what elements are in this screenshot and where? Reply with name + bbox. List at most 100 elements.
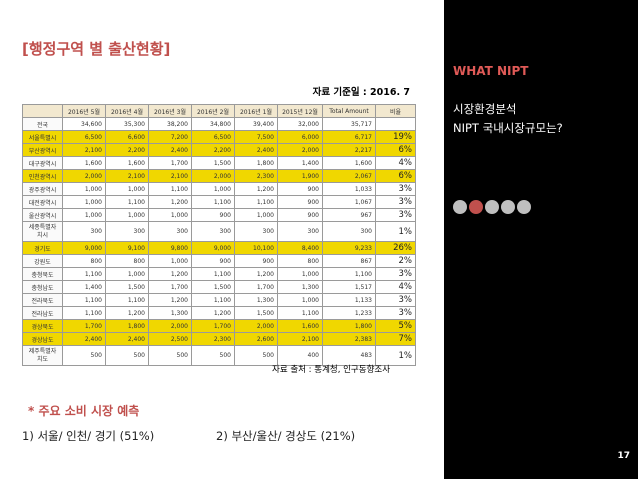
sidebar-line-1: 시장환경분석 bbox=[453, 102, 517, 116]
table-row: 전국 34,600 35,300 38,200 34,800 39,400 32,000 35… bbox=[22, 117, 416, 131]
value-cell: 1,700 bbox=[148, 156, 192, 170]
value-cell: 1,100 bbox=[234, 195, 278, 209]
value-cell: 900 bbox=[277, 195, 323, 209]
value-cell: 39,400 bbox=[234, 117, 278, 131]
value-cell: 2,000 bbox=[277, 143, 323, 157]
region-cell: 서울특별시 bbox=[22, 130, 63, 144]
value-cell: 1,800 bbox=[105, 319, 149, 333]
value-cell: 1,200 bbox=[191, 306, 235, 320]
table-row: 전라북도 1,100 1,100 1,200 1,100 1,300 1,000 1,133 3… bbox=[22, 293, 416, 307]
ratio-cell: 1% bbox=[375, 345, 416, 366]
value-cell: 6,500 bbox=[62, 130, 106, 144]
source-note: 자료 출처 : 통계청, 인구동향조사 bbox=[272, 365, 391, 375]
region-cell: 강원도 bbox=[22, 254, 63, 268]
value-cell: 1,400 bbox=[277, 156, 323, 170]
value-cell: 867 bbox=[322, 254, 376, 268]
value-cell: 1,300 bbox=[234, 293, 278, 307]
value-cell: 2,067 bbox=[322, 169, 376, 183]
sidebar: WHAT NIPT 시장환경분석 NIPT 국내시장규모는? 17 bbox=[444, 0, 638, 479]
value-cell: 1,100 bbox=[62, 267, 106, 281]
value-cell: 300 bbox=[191, 221, 235, 242]
value-cell: 300 bbox=[148, 221, 192, 242]
ratio-cell: 6% bbox=[375, 143, 416, 157]
value-cell: 9,800 bbox=[148, 241, 192, 255]
value-cell: 6,717 bbox=[322, 130, 376, 144]
value-cell: 1,100 bbox=[148, 182, 192, 196]
value-cell: 483 bbox=[322, 345, 376, 366]
value-cell: 800 bbox=[277, 254, 323, 268]
table-row: 경상북도 1,700 1,800 2,000 1,700 2,000 1,600 1,800 5… bbox=[22, 319, 416, 333]
value-cell: 2,383 bbox=[322, 332, 376, 346]
value-cell: 2,000 bbox=[148, 319, 192, 333]
region-cell: 울산광역시 bbox=[22, 208, 63, 222]
value-cell: 800 bbox=[62, 254, 106, 268]
value-cell: 1,000 bbox=[277, 293, 323, 307]
value-cell: 1,800 bbox=[322, 319, 376, 333]
value-cell: 1,600 bbox=[62, 156, 106, 170]
data-date-note: 자료 기준일 : 2016. 7 bbox=[312, 87, 410, 98]
value-cell: 1,200 bbox=[148, 195, 192, 209]
value-cell: 1,700 bbox=[234, 280, 278, 294]
value-cell: 7,200 bbox=[148, 130, 192, 144]
value-cell: 1,500 bbox=[191, 156, 235, 170]
value-cell: 300 bbox=[234, 221, 278, 242]
value-cell: 1,500 bbox=[191, 280, 235, 294]
page-number: 17 bbox=[617, 451, 630, 461]
value-cell: 34,600 bbox=[62, 117, 106, 131]
value-cell: 32,000 bbox=[277, 117, 323, 131]
value-cell: 9,100 bbox=[105, 241, 149, 255]
value-cell: 1,000 bbox=[191, 182, 235, 196]
progress-dot bbox=[453, 200, 467, 214]
value-cell: 400 bbox=[277, 345, 323, 366]
value-cell: 300 bbox=[277, 221, 323, 242]
value-cell: 1,600 bbox=[105, 156, 149, 170]
value-cell: 800 bbox=[105, 254, 149, 268]
value-cell: 967 bbox=[322, 208, 376, 222]
progress-dot bbox=[517, 200, 531, 214]
value-cell: 9,000 bbox=[191, 241, 235, 255]
value-cell: 2,400 bbox=[62, 332, 106, 346]
region-cell: 경상남도 bbox=[22, 332, 63, 346]
value-cell: 1,000 bbox=[277, 267, 323, 281]
value-cell: 900 bbox=[191, 254, 235, 268]
value-cell: 2,500 bbox=[148, 332, 192, 346]
value-cell: 2,100 bbox=[277, 332, 323, 346]
value-cell: 1,000 bbox=[105, 182, 149, 196]
value-cell: 900 bbox=[191, 208, 235, 222]
table-row: 경기도 9,000 9,100 9,800 9,000 10,100 8,400 9,233 2… bbox=[22, 241, 416, 255]
ratio-cell: 4% bbox=[375, 156, 416, 170]
value-cell: 1,100 bbox=[105, 293, 149, 307]
section-title: * 주요 소비 시장 예측 bbox=[28, 404, 140, 418]
region-cell: 대구광역시 bbox=[22, 156, 63, 170]
sidebar-heading: WHAT NIPT bbox=[453, 64, 529, 78]
ratio-cell: 2% bbox=[375, 254, 416, 268]
birth-stats-table: 2016년 5월 2016년 4월 2016년 3월 2016년 2월 2016년 1월… bbox=[22, 104, 416, 366]
value-cell: 1,067 bbox=[322, 195, 376, 209]
prediction-2: 2) 부산/울산/ 경상도 (21%) bbox=[216, 429, 356, 443]
value-cell: 6,600 bbox=[105, 130, 149, 144]
region-cell: 제주특별자치도 bbox=[22, 345, 63, 366]
region-cell: 대전광역시 bbox=[22, 195, 63, 209]
table-header-row: 2016년 5월 2016년 4월 2016년 3월 2016년 2월 2016년 1월… bbox=[22, 104, 416, 118]
value-cell: 1,517 bbox=[322, 280, 376, 294]
progress-dot bbox=[501, 200, 515, 214]
value-cell: 500 bbox=[148, 345, 192, 366]
value-cell: 1,400 bbox=[62, 280, 106, 294]
value-cell: 1,800 bbox=[234, 156, 278, 170]
value-cell: 1,000 bbox=[62, 182, 106, 196]
table-header-cell: 2016년 1월 bbox=[234, 104, 278, 118]
region-cell: 충청남도 bbox=[22, 280, 63, 294]
region-cell: 충청북도 bbox=[22, 267, 63, 281]
value-cell: 1,100 bbox=[62, 293, 106, 307]
value-cell: 2,000 bbox=[191, 169, 235, 183]
table-header-cell: 2016년 3월 bbox=[148, 104, 192, 118]
table-row: 경상남도 2,400 2,400 2,500 2,300 2,600 2,100 2,383 7… bbox=[22, 332, 416, 346]
value-cell: 1,700 bbox=[62, 319, 106, 333]
table-header-cell: 비율 bbox=[375, 104, 416, 118]
table-row: 부산광역시 2,100 2,200 2,400 2,200 2,400 2,000 2,217… bbox=[22, 143, 416, 157]
ratio-cell: 19% bbox=[375, 130, 416, 144]
table-row: 강원도 800 800 1,000 900 900 800 867 2% bbox=[22, 254, 416, 268]
table-header-cell: 2016년 4월 bbox=[105, 104, 149, 118]
value-cell: 2,600 bbox=[234, 332, 278, 346]
value-cell: 1,100 bbox=[105, 195, 149, 209]
